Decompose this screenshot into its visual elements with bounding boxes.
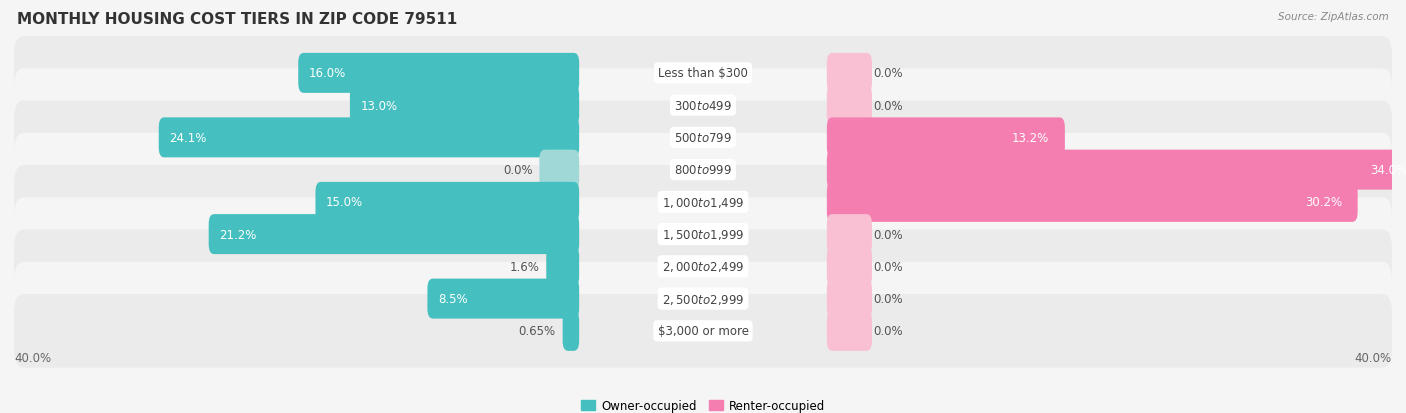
FancyBboxPatch shape xyxy=(827,247,872,287)
FancyBboxPatch shape xyxy=(208,215,579,254)
FancyBboxPatch shape xyxy=(547,247,579,287)
Text: $2,500 to $2,999: $2,500 to $2,999 xyxy=(662,292,744,306)
Text: 0.0%: 0.0% xyxy=(503,164,533,177)
FancyBboxPatch shape xyxy=(298,54,579,94)
Text: 40.0%: 40.0% xyxy=(1355,351,1392,364)
FancyBboxPatch shape xyxy=(350,86,579,126)
Text: $2,000 to $2,499: $2,000 to $2,499 xyxy=(662,260,744,274)
Text: $3,000 or more: $3,000 or more xyxy=(658,325,748,337)
FancyBboxPatch shape xyxy=(159,118,579,158)
FancyBboxPatch shape xyxy=(827,183,1358,222)
FancyBboxPatch shape xyxy=(540,150,579,190)
FancyBboxPatch shape xyxy=(827,311,872,351)
Text: 16.0%: 16.0% xyxy=(308,67,346,80)
FancyBboxPatch shape xyxy=(14,198,1392,271)
Text: 0.0%: 0.0% xyxy=(873,100,903,112)
FancyBboxPatch shape xyxy=(14,69,1392,142)
Text: Source: ZipAtlas.com: Source: ZipAtlas.com xyxy=(1278,12,1389,22)
Text: $1,000 to $1,499: $1,000 to $1,499 xyxy=(662,195,744,209)
Text: 13.0%: 13.0% xyxy=(360,100,398,112)
FancyBboxPatch shape xyxy=(14,166,1392,239)
Text: 40.0%: 40.0% xyxy=(14,351,51,364)
Text: 0.0%: 0.0% xyxy=(873,292,903,305)
Text: 8.5%: 8.5% xyxy=(437,292,467,305)
Text: 15.0%: 15.0% xyxy=(326,196,363,209)
Text: Less than $300: Less than $300 xyxy=(658,67,748,80)
Text: MONTHLY HOUSING COST TIERS IN ZIP CODE 79511: MONTHLY HOUSING COST TIERS IN ZIP CODE 7… xyxy=(17,12,457,27)
Text: 0.0%: 0.0% xyxy=(873,260,903,273)
Text: 1.6%: 1.6% xyxy=(509,260,540,273)
Text: 0.0%: 0.0% xyxy=(873,67,903,80)
FancyBboxPatch shape xyxy=(315,183,579,222)
Text: 34.0%: 34.0% xyxy=(1371,164,1406,177)
FancyBboxPatch shape xyxy=(827,215,872,254)
Legend: Owner-occupied, Renter-occupied: Owner-occupied, Renter-occupied xyxy=(576,394,830,413)
Text: 13.2%: 13.2% xyxy=(1012,132,1049,145)
FancyBboxPatch shape xyxy=(827,118,1064,158)
FancyBboxPatch shape xyxy=(827,54,872,94)
FancyBboxPatch shape xyxy=(14,133,1392,207)
FancyBboxPatch shape xyxy=(14,262,1392,336)
Text: $1,500 to $1,999: $1,500 to $1,999 xyxy=(662,228,744,242)
Text: 0.65%: 0.65% xyxy=(519,325,555,337)
Text: 21.2%: 21.2% xyxy=(219,228,256,241)
Text: $300 to $499: $300 to $499 xyxy=(673,100,733,112)
FancyBboxPatch shape xyxy=(14,37,1392,110)
Text: 24.1%: 24.1% xyxy=(169,132,207,145)
Text: 0.0%: 0.0% xyxy=(873,325,903,337)
FancyBboxPatch shape xyxy=(562,311,579,351)
Text: 0.0%: 0.0% xyxy=(873,228,903,241)
Text: $800 to $999: $800 to $999 xyxy=(673,164,733,177)
FancyBboxPatch shape xyxy=(14,230,1392,304)
Text: $500 to $799: $500 to $799 xyxy=(673,132,733,145)
FancyBboxPatch shape xyxy=(827,150,1406,190)
FancyBboxPatch shape xyxy=(427,279,579,319)
Text: 30.2%: 30.2% xyxy=(1305,196,1341,209)
FancyBboxPatch shape xyxy=(827,279,872,319)
FancyBboxPatch shape xyxy=(14,101,1392,175)
FancyBboxPatch shape xyxy=(14,294,1392,368)
FancyBboxPatch shape xyxy=(827,86,872,126)
